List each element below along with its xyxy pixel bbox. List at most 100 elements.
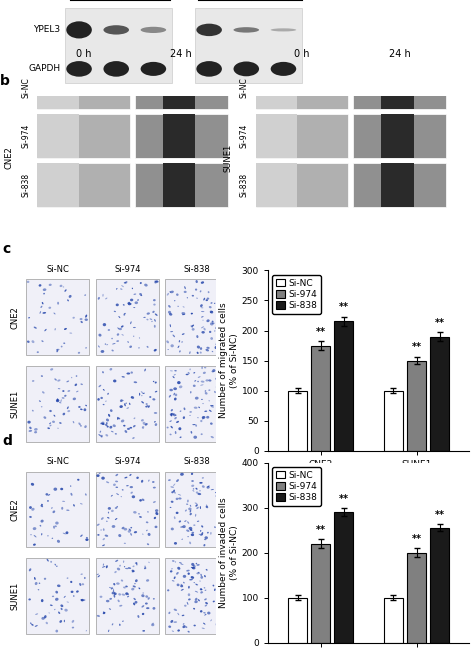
Ellipse shape (208, 291, 210, 293)
Ellipse shape (64, 596, 66, 598)
Ellipse shape (214, 302, 215, 304)
Ellipse shape (101, 476, 105, 480)
Ellipse shape (182, 306, 185, 308)
Ellipse shape (180, 437, 182, 438)
Ellipse shape (216, 495, 219, 497)
Text: 0 h: 0 h (76, 49, 91, 59)
FancyBboxPatch shape (135, 66, 228, 110)
Ellipse shape (222, 342, 225, 344)
Ellipse shape (181, 341, 183, 343)
Ellipse shape (193, 488, 194, 489)
Ellipse shape (60, 604, 64, 607)
FancyBboxPatch shape (135, 163, 228, 206)
Ellipse shape (131, 397, 133, 398)
Ellipse shape (139, 293, 142, 295)
Ellipse shape (225, 424, 228, 426)
Ellipse shape (123, 304, 125, 306)
Ellipse shape (133, 511, 137, 513)
Ellipse shape (106, 482, 109, 484)
Ellipse shape (61, 346, 63, 347)
Ellipse shape (210, 619, 212, 621)
Ellipse shape (98, 297, 100, 300)
Ellipse shape (64, 609, 68, 611)
Ellipse shape (86, 537, 88, 538)
Ellipse shape (58, 388, 60, 389)
Ellipse shape (197, 381, 199, 382)
FancyBboxPatch shape (26, 558, 89, 633)
Ellipse shape (221, 295, 223, 298)
Ellipse shape (105, 400, 107, 402)
Ellipse shape (97, 615, 100, 617)
Ellipse shape (146, 403, 148, 405)
Ellipse shape (121, 419, 124, 422)
Ellipse shape (125, 281, 128, 284)
Ellipse shape (195, 289, 197, 291)
Ellipse shape (172, 580, 174, 582)
Ellipse shape (155, 512, 158, 515)
Ellipse shape (116, 340, 119, 342)
Ellipse shape (187, 521, 189, 524)
Ellipse shape (115, 480, 118, 482)
Ellipse shape (142, 593, 144, 594)
Ellipse shape (183, 623, 184, 625)
Ellipse shape (191, 313, 192, 314)
Ellipse shape (100, 422, 102, 424)
FancyBboxPatch shape (37, 114, 130, 158)
Ellipse shape (216, 343, 219, 346)
FancyBboxPatch shape (381, 66, 413, 110)
Ellipse shape (111, 509, 114, 512)
Ellipse shape (59, 402, 62, 403)
Ellipse shape (223, 539, 226, 541)
Ellipse shape (155, 313, 157, 316)
Ellipse shape (189, 541, 191, 545)
Ellipse shape (60, 399, 62, 402)
Ellipse shape (27, 341, 30, 343)
Ellipse shape (193, 435, 197, 439)
Ellipse shape (55, 378, 57, 380)
Ellipse shape (139, 499, 142, 502)
Ellipse shape (72, 627, 74, 628)
Ellipse shape (154, 517, 156, 519)
Ellipse shape (210, 405, 214, 406)
Ellipse shape (31, 340, 35, 343)
Ellipse shape (174, 491, 176, 494)
Ellipse shape (128, 341, 129, 343)
Ellipse shape (56, 349, 58, 352)
Ellipse shape (66, 21, 92, 38)
FancyBboxPatch shape (163, 66, 195, 110)
Ellipse shape (202, 416, 205, 419)
Ellipse shape (66, 509, 70, 511)
Ellipse shape (76, 375, 77, 377)
FancyBboxPatch shape (37, 66, 79, 110)
Ellipse shape (31, 508, 35, 511)
Text: **: ** (338, 494, 348, 504)
Bar (430, 336, 449, 450)
Ellipse shape (48, 307, 51, 309)
Text: Si-838: Si-838 (184, 457, 210, 466)
Ellipse shape (128, 302, 130, 304)
Text: SUNE1: SUNE1 (10, 389, 19, 418)
Ellipse shape (224, 520, 226, 522)
Ellipse shape (132, 570, 135, 572)
Ellipse shape (128, 567, 131, 569)
Ellipse shape (210, 337, 213, 340)
Ellipse shape (145, 406, 148, 408)
Ellipse shape (200, 610, 202, 613)
Ellipse shape (154, 319, 156, 322)
Ellipse shape (100, 397, 103, 399)
Ellipse shape (55, 526, 57, 527)
Ellipse shape (194, 407, 198, 409)
Ellipse shape (133, 336, 134, 337)
Ellipse shape (222, 409, 224, 412)
Ellipse shape (169, 421, 172, 422)
Ellipse shape (168, 612, 170, 614)
Ellipse shape (74, 384, 77, 386)
Ellipse shape (141, 480, 143, 483)
Ellipse shape (147, 511, 149, 513)
Ellipse shape (201, 380, 204, 383)
Ellipse shape (170, 291, 174, 293)
FancyBboxPatch shape (96, 472, 159, 547)
Ellipse shape (192, 490, 194, 492)
Ellipse shape (197, 564, 200, 566)
Ellipse shape (121, 334, 124, 336)
